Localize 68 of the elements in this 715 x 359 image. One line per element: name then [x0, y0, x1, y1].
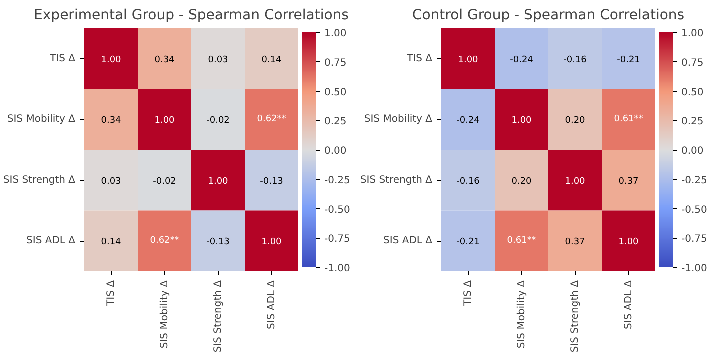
chart-title: Experimental Group - Spearman Correlations: [34, 8, 349, 24]
y-tick-label: SIS ADL Δ: [26, 236, 76, 247]
data-label: 0.61**: [507, 236, 537, 246]
color-bar-label: -0.25: [682, 175, 708, 186]
data-label: -0.13: [206, 238, 230, 248]
color-bar-label: -0.25: [324, 175, 350, 186]
data-label: -0.24: [456, 116, 480, 126]
data-label: -0.13: [260, 176, 284, 187]
y-tick-label: TIS Δ: [406, 53, 433, 64]
x-tick-label: SIS ADL Δ: [623, 280, 634, 330]
data-label: 0.62**: [257, 114, 287, 125]
data-label: 0.14: [101, 238, 122, 248]
x-tick-label: SIS Mobility Δ: [159, 280, 170, 349]
data-label: 1.00: [458, 55, 479, 66]
color-bar-label: 0.50: [682, 87, 704, 98]
color-bar-label: -0.50: [682, 204, 708, 216]
color-bar-label: 1.00: [324, 28, 347, 40]
data-label: 0.20: [565, 116, 586, 126]
color-bar-label: 0.25: [324, 116, 347, 128]
data-label: -0.24: [510, 55, 534, 66]
data-label: -0.16: [564, 55, 588, 66]
color-bar-label: 0.75: [682, 58, 704, 69]
data-label: 0.03: [101, 176, 122, 187]
color-bar-label: -0.75: [324, 234, 350, 246]
color-bar-label: 0.50: [324, 87, 347, 98]
x-tick-label: SIS Mobility Δ: [516, 280, 528, 349]
chart-title: Control Group - Spearman Correlations: [412, 8, 685, 24]
data-label: 0.03: [208, 55, 228, 66]
data-label: 0.34: [154, 55, 176, 66]
data-label: 1.00: [208, 176, 229, 187]
y-tick-label: SIS Strength Δ: [3, 174, 76, 186]
data-label: -0.21: [456, 238, 480, 248]
x-tick-label: SIS Strength Δ: [570, 280, 581, 353]
x-tick-label: TIS Δ: [462, 280, 474, 307]
y-tick-label: SIS Mobility Δ: [364, 114, 433, 126]
data-label: 0.62**: [150, 236, 180, 246]
color-bar-label: 0.00: [682, 146, 704, 157]
data-label: 0.37: [618, 176, 639, 187]
y-tick-label: SIS Mobility Δ: [7, 114, 76, 126]
color-bar-label: -1.00: [682, 264, 708, 274]
data-label: 1.00: [565, 176, 586, 187]
color-bar-label: 1.00: [682, 28, 704, 40]
data-label: -0.16: [456, 176, 480, 187]
data-label: 1.00: [262, 238, 282, 248]
color-bar-label: -0.50: [324, 204, 350, 216]
color-bar-label: 0.00: [324, 146, 347, 157]
data-label: 1.00: [154, 116, 176, 126]
color-bar-label: 0.75: [324, 58, 347, 69]
data-label: 0.37: [565, 238, 586, 248]
data-label: -0.02: [153, 176, 176, 187]
y-tick-label: SIS ADL Δ: [384, 236, 433, 247]
data-label: 1.00: [101, 55, 122, 66]
color-bar-label: -1.00: [324, 264, 350, 274]
x-tick-label: SIS Strength Δ: [212, 280, 224, 353]
color-bar-label: 0.25: [682, 116, 704, 128]
y-tick-label: TIS Δ: [49, 53, 76, 64]
data-label: 0.20: [512, 176, 532, 187]
data-label: 1.00: [618, 238, 640, 248]
x-tick-label: TIS Δ: [106, 280, 117, 307]
data-label: -0.21: [617, 55, 640, 66]
data-label: 1.00: [512, 116, 532, 126]
y-tick-label: SIS Strength Δ: [360, 174, 433, 186]
data-label: 0.61**: [614, 114, 644, 125]
data-label: 0.34: [101, 116, 122, 126]
x-tick-label: SIS ADL Δ: [266, 280, 278, 330]
data-label: 0.14: [262, 55, 282, 66]
color-bar-label: -0.75: [682, 234, 708, 246]
data-label: -0.02: [206, 116, 230, 126]
